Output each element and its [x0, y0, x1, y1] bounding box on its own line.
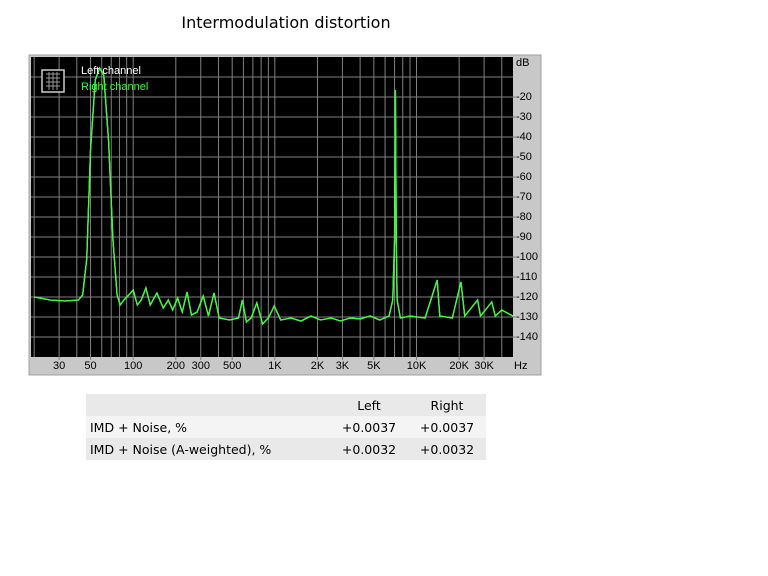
legend-icon-grid — [46, 72, 60, 90]
header-cell: Right — [430, 397, 464, 413]
x-tick-label: 300 — [192, 360, 210, 372]
x-tick-label: 100 — [124, 360, 142, 372]
x-tick-label: 30 — [53, 360, 65, 372]
y-tick-label: -90 — [516, 231, 532, 243]
cell: +0.0032 — [419, 441, 475, 457]
y-tick-label: -60 — [516, 171, 532, 183]
cell: +0.0032 — [341, 441, 397, 457]
table-row: IMD + Noise (A-weighted), % +0.0032 +0.0… — [86, 438, 486, 460]
legend-label: Right channel — [81, 81, 148, 93]
x-tick-label: 50 — [84, 360, 96, 372]
x-tick-label: 3K — [336, 360, 350, 372]
y-tick-label: -70 — [516, 191, 532, 203]
table-row: IMD + Noise, % +0.0037 +0.0037 — [86, 416, 486, 438]
x-unit: Hz — [514, 360, 527, 372]
y-tick-label: -130 — [516, 311, 538, 323]
row-label: IMD + Noise, % — [90, 419, 188, 435]
y-tick-label: -40 — [516, 131, 532, 143]
cell: +0.0037 — [419, 419, 475, 435]
header-cell — [86, 394, 330, 416]
y-unit: dB — [516, 57, 529, 69]
series-line — [34, 66, 513, 326]
y-tick-label: -110 — [516, 271, 537, 283]
y-tick-label: -20 — [516, 91, 532, 103]
chart-title: Intermodulation distortion — [181, 13, 391, 32]
legend: Left channel Right channel — [41, 65, 148, 93]
y-tick-label: -30 — [516, 111, 532, 123]
row-label: IMD + Noise (A-weighted), % — [90, 441, 272, 457]
y-tick-label: -120 — [516, 291, 538, 303]
x-tick-label: 200 — [167, 360, 185, 372]
x-tick-label: 30K — [474, 360, 494, 372]
x-tick-label: 500 — [223, 360, 241, 372]
y-tick-label: -140 — [516, 331, 538, 343]
cell: +0.0037 — [341, 419, 397, 435]
results-table: Left Right IMD + Noise, % +0.0037 +0.003… — [86, 394, 486, 460]
x-tick-label: 20K — [449, 360, 469, 372]
x-tick-label: 2K — [311, 360, 325, 372]
x-tick-label: 10K — [407, 360, 427, 372]
x-tick-label: 1K — [268, 360, 282, 372]
legend-label: Left channel — [81, 65, 141, 77]
table-header: Left Right — [86, 394, 486, 416]
y-tick-label: -100 — [516, 251, 538, 263]
y-tick-label: -50 — [516, 151, 532, 163]
header-cell: Left — [357, 397, 381, 413]
x-tick-label: 5K — [367, 360, 381, 372]
y-tick-label: -80 — [516, 211, 532, 223]
